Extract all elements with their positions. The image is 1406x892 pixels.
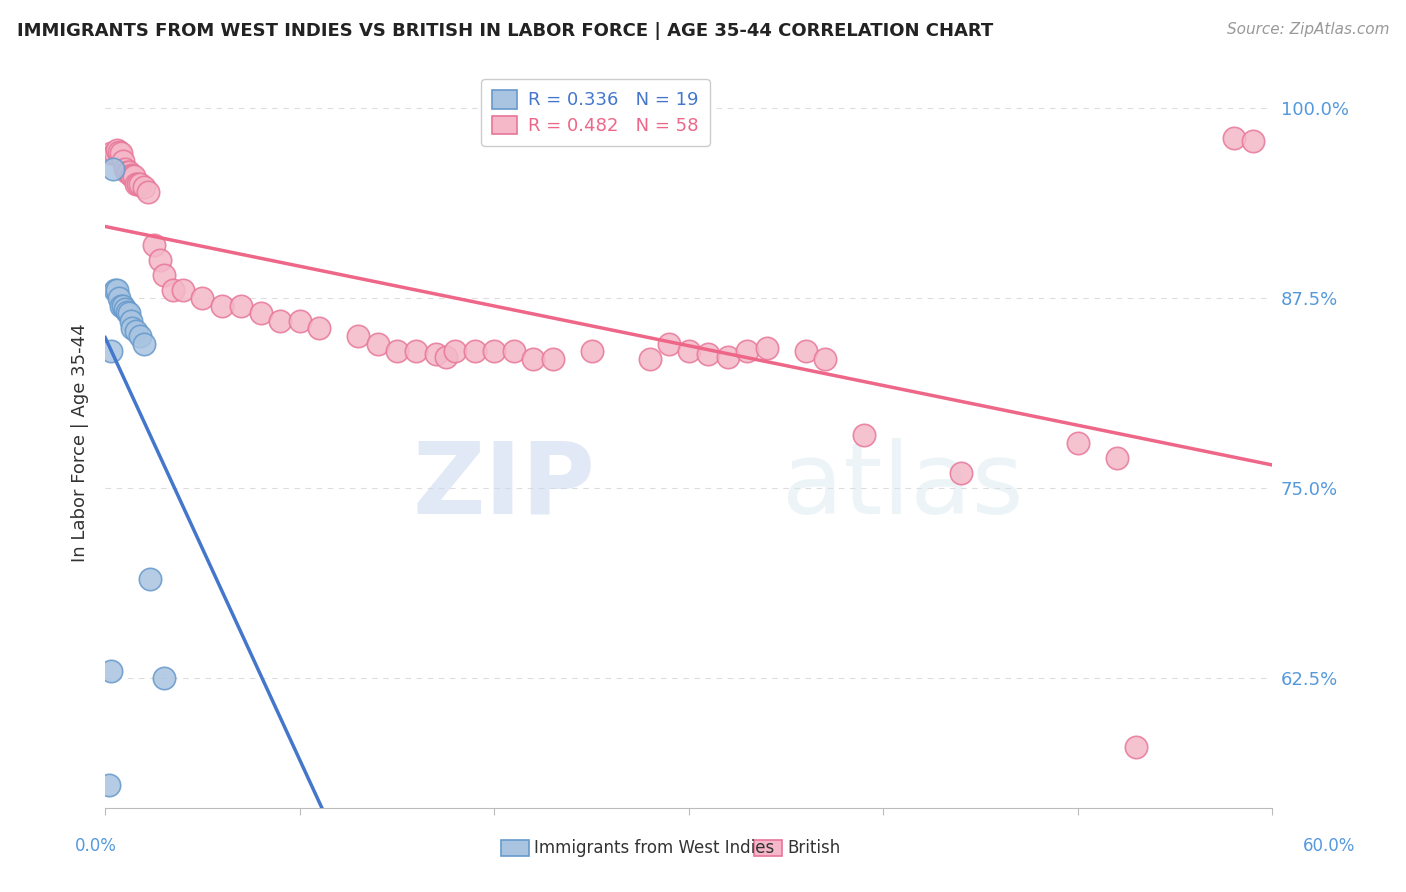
Point <box>110 146 132 161</box>
Point <box>100 146 122 161</box>
Point <box>717 351 740 365</box>
Point <box>288 314 311 328</box>
Point <box>117 165 139 179</box>
Point <box>104 146 127 161</box>
Point <box>1125 739 1147 754</box>
Point <box>541 351 564 366</box>
Point <box>129 177 152 191</box>
Point <box>134 336 156 351</box>
Text: 60.0%: 60.0% <box>1302 837 1355 855</box>
Point <box>124 169 146 184</box>
Point <box>105 144 128 158</box>
Point <box>1241 134 1264 148</box>
Point <box>98 778 121 792</box>
Point <box>1105 450 1128 465</box>
Point <box>111 299 134 313</box>
Point <box>755 341 778 355</box>
Point <box>136 185 159 199</box>
Point <box>120 314 142 328</box>
Point <box>162 284 184 298</box>
Point <box>125 177 148 191</box>
Point <box>125 325 148 339</box>
Point <box>484 344 506 359</box>
Point <box>191 291 214 305</box>
Point <box>120 168 142 182</box>
Text: atlas: atlas <box>782 438 1024 535</box>
Point <box>110 299 132 313</box>
Point <box>121 169 143 184</box>
Point <box>581 344 603 359</box>
Point <box>405 344 427 359</box>
Point <box>385 344 408 359</box>
Point <box>502 344 524 359</box>
Text: ZIP: ZIP <box>412 438 596 535</box>
Point <box>111 154 134 169</box>
Point <box>152 671 174 685</box>
Point <box>678 344 700 359</box>
Point <box>108 145 131 159</box>
Point <box>129 329 152 343</box>
Point <box>117 306 139 320</box>
Point <box>104 284 127 298</box>
Point <box>250 306 273 320</box>
Point <box>347 329 370 343</box>
Point <box>1222 131 1244 145</box>
Point <box>697 347 720 361</box>
Text: British: British <box>787 839 841 857</box>
Point <box>121 321 143 335</box>
Point <box>114 301 136 316</box>
Point <box>142 237 165 252</box>
Point <box>149 252 172 267</box>
Point <box>100 344 122 359</box>
Point <box>425 347 447 361</box>
Point <box>231 299 253 313</box>
Point <box>105 284 128 298</box>
Point <box>139 573 162 587</box>
Point <box>172 284 194 298</box>
Point <box>308 321 330 335</box>
Point <box>735 344 758 359</box>
Text: IMMIGRANTS FROM WEST INDIES VS BRITISH IN LABOR FORCE | AGE 35-44 CORRELATION CH: IMMIGRANTS FROM WEST INDIES VS BRITISH I… <box>17 22 993 40</box>
Y-axis label: In Labor Force | Age 35-44: In Labor Force | Age 35-44 <box>72 323 89 562</box>
Point <box>794 344 817 359</box>
Point <box>950 466 973 480</box>
Point <box>114 161 136 176</box>
Text: Source: ZipAtlas.com: Source: ZipAtlas.com <box>1226 22 1389 37</box>
Point <box>1067 435 1090 450</box>
Point <box>108 291 131 305</box>
Point <box>115 304 138 318</box>
Point <box>115 165 138 179</box>
Point <box>444 344 467 359</box>
Point <box>211 299 233 313</box>
Point <box>658 336 681 351</box>
Point <box>269 314 291 328</box>
Point <box>100 664 122 678</box>
Point <box>638 351 661 366</box>
Point <box>367 336 389 351</box>
Point <box>852 428 875 442</box>
Point <box>814 351 837 366</box>
Text: 0.0%: 0.0% <box>75 837 117 855</box>
Legend: R = 0.336   N = 19, R = 0.482   N = 58: R = 0.336 N = 19, R = 0.482 N = 58 <box>481 79 710 146</box>
Bar <box>754 840 782 856</box>
Point <box>152 268 174 283</box>
Point <box>464 344 486 359</box>
Text: Immigrants from West Indies: Immigrants from West Indies <box>534 839 775 857</box>
Point <box>522 351 544 366</box>
Point <box>134 180 156 194</box>
Bar <box>501 840 529 856</box>
Point <box>434 351 457 365</box>
Point <box>101 161 124 176</box>
Point <box>127 177 149 191</box>
